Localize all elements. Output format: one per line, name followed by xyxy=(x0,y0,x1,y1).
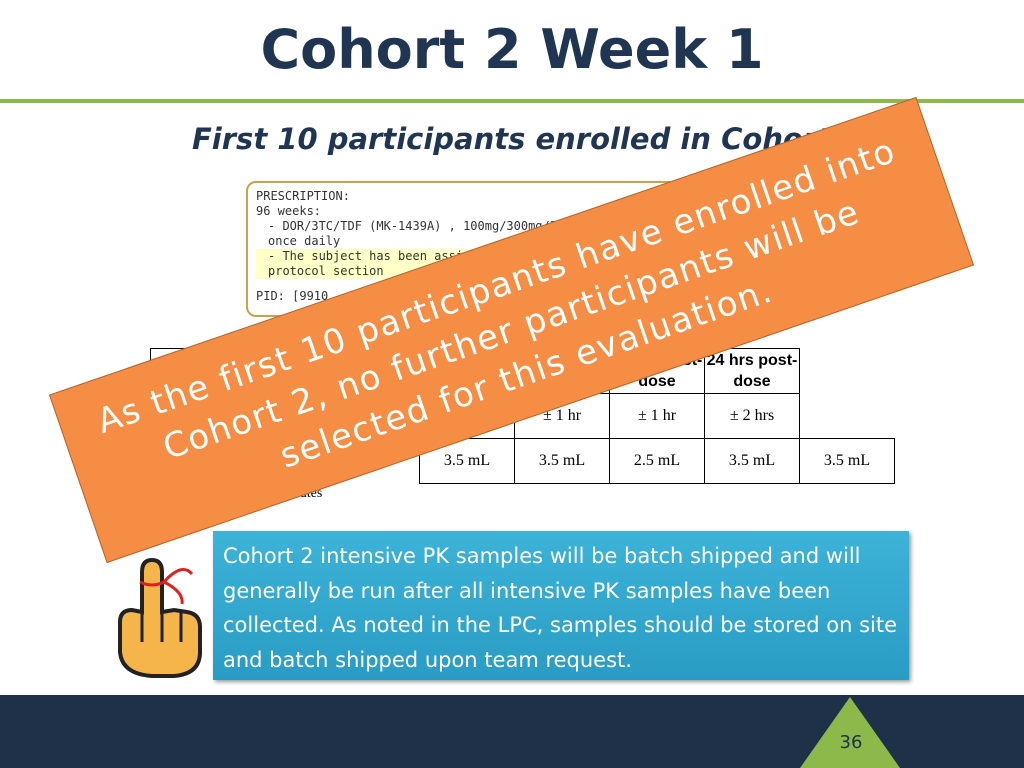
volume-cell: 2.5 mL xyxy=(609,438,705,484)
prescription-line: once daily xyxy=(268,234,341,248)
prescription-line: PID: [9910 xyxy=(256,289,329,303)
window-cell: ± 2 hrs xyxy=(704,393,800,439)
subtitle: First 10 participants enrolled in Cohort… xyxy=(192,122,862,156)
volume-cell: 3.5 mL xyxy=(704,438,800,484)
prescription-line: 96 weeks: xyxy=(256,204,322,218)
overlay-banner: As the first 10 participants have enroll… xyxy=(48,96,975,564)
volume-cell: 3.5 mL xyxy=(514,438,610,484)
page-number: 36 xyxy=(839,732,863,753)
finger-icon xyxy=(118,557,202,678)
title: Cohort 2 Week 1 xyxy=(260,18,764,81)
prescription-line: - DOR/3TC/TDF (MK-1439A) , 100mg/300mg/3… xyxy=(268,219,586,233)
volume-cell: 3.5 mL xyxy=(799,438,895,484)
note-box: Cohort 2 intensive PK samples will be ba… xyxy=(213,531,909,680)
header-cell: 24 hrs post-dose xyxy=(704,348,800,394)
window-cell: ± 1 hr xyxy=(609,393,705,439)
page-badge xyxy=(800,697,900,768)
title-rule xyxy=(0,99,1024,103)
prescription-line: PRESCRIPTION: xyxy=(256,189,350,203)
